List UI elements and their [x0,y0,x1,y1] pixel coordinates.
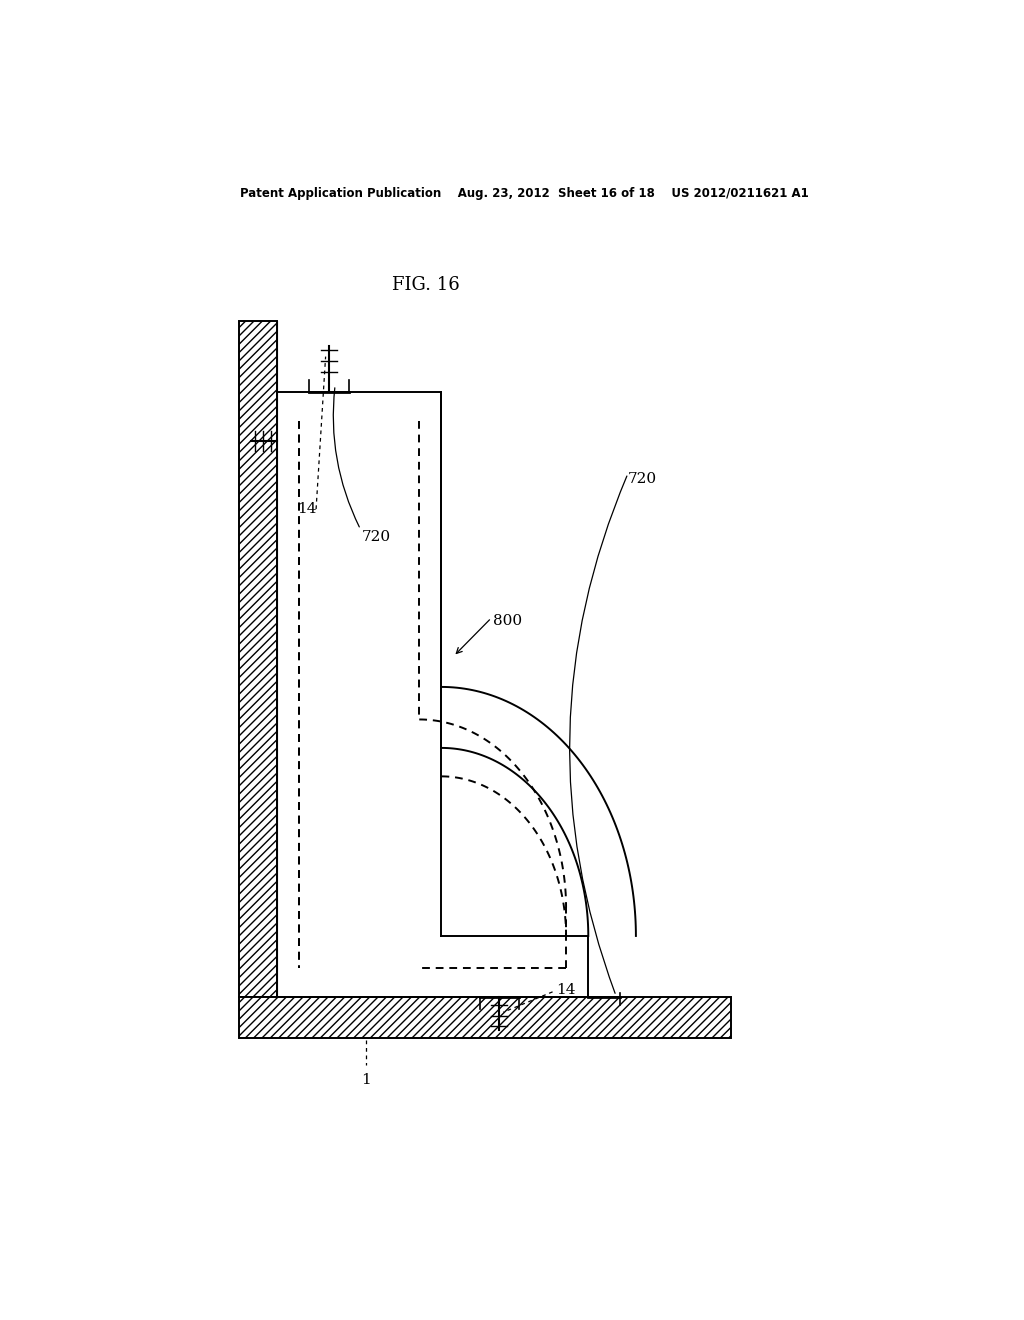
Text: Patent Application Publication    Aug. 23, 2012  Sheet 16 of 18    US 2012/02116: Patent Application Publication Aug. 23, … [241,187,809,201]
Text: 14: 14 [557,983,577,997]
Text: 14: 14 [297,502,316,516]
Text: 720: 720 [628,471,657,486]
Text: 800: 800 [494,614,522,628]
Bar [240,997,731,1038]
Bar [240,321,278,997]
Text: 720: 720 [362,529,391,544]
Text: 1: 1 [361,1073,371,1088]
Text: FIG. 16: FIG. 16 [392,276,460,294]
